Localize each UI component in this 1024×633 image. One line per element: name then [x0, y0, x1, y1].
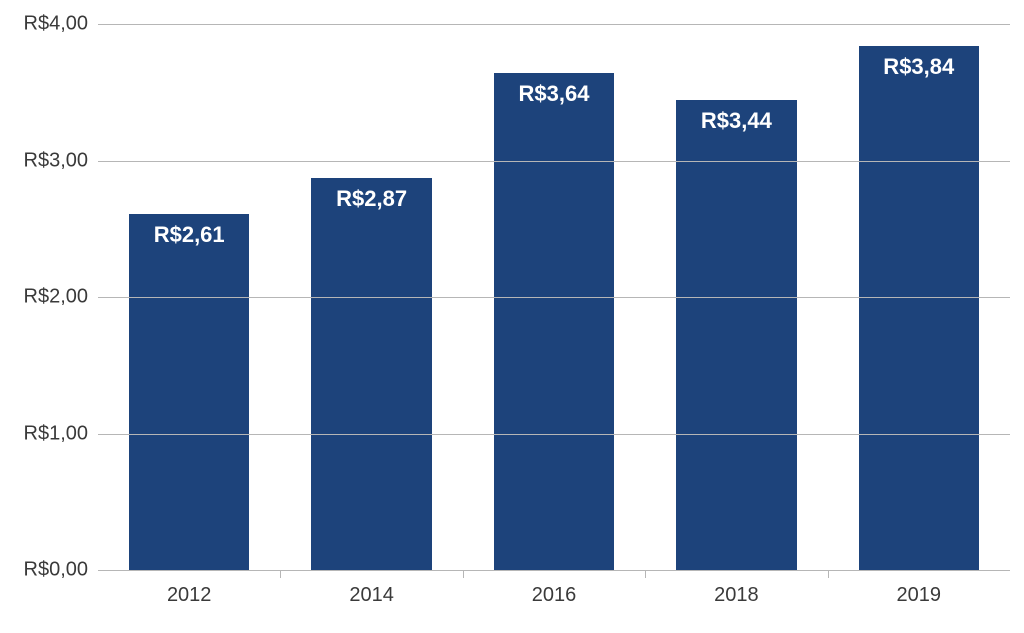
gridline [98, 24, 1010, 25]
gridline [98, 297, 1010, 298]
x-separator [463, 570, 464, 578]
x-tick-label: 2016 [532, 570, 577, 607]
gridline [98, 434, 1010, 435]
x-tick-label: 2012 [167, 570, 212, 607]
y-tick-label: R$0,00 [24, 559, 99, 582]
bar: R$3,64 [494, 73, 614, 570]
x-separator [645, 570, 646, 578]
bar-chart: R$2,61 R$2,87 R$3,64 R$3,44 R$3,84 R$0,00 R$1… [0, 0, 1024, 633]
bar: R$2,61 [129, 214, 249, 570]
y-tick-label: R$4,00 [24, 13, 99, 36]
y-tick-label: R$2,00 [24, 286, 99, 309]
y-tick-label: R$1,00 [24, 422, 99, 445]
bar-value-label: R$2,61 [154, 222, 225, 248]
x-tick-label: 2014 [349, 570, 394, 607]
bar: R$2,87 [311, 178, 431, 570]
bar-value-label: R$3,84 [883, 54, 954, 80]
bar-value-label: R$2,87 [336, 186, 407, 212]
bar: R$3,84 [859, 46, 979, 570]
y-tick-label: R$3,00 [24, 149, 99, 172]
bar: R$3,44 [676, 100, 796, 570]
x-separator [828, 570, 829, 578]
x-tick-label: 2019 [897, 570, 942, 607]
bar-value-label: R$3,44 [701, 108, 772, 134]
plot-area: R$2,61R$2,87R$3,64R$3,44R$3,84 R$0,00R$1… [98, 24, 1010, 570]
x-tick-label: 2018 [714, 570, 759, 607]
x-separator [280, 570, 281, 578]
gridline [98, 161, 1010, 162]
bar-value-label: R$3,64 [519, 81, 590, 107]
